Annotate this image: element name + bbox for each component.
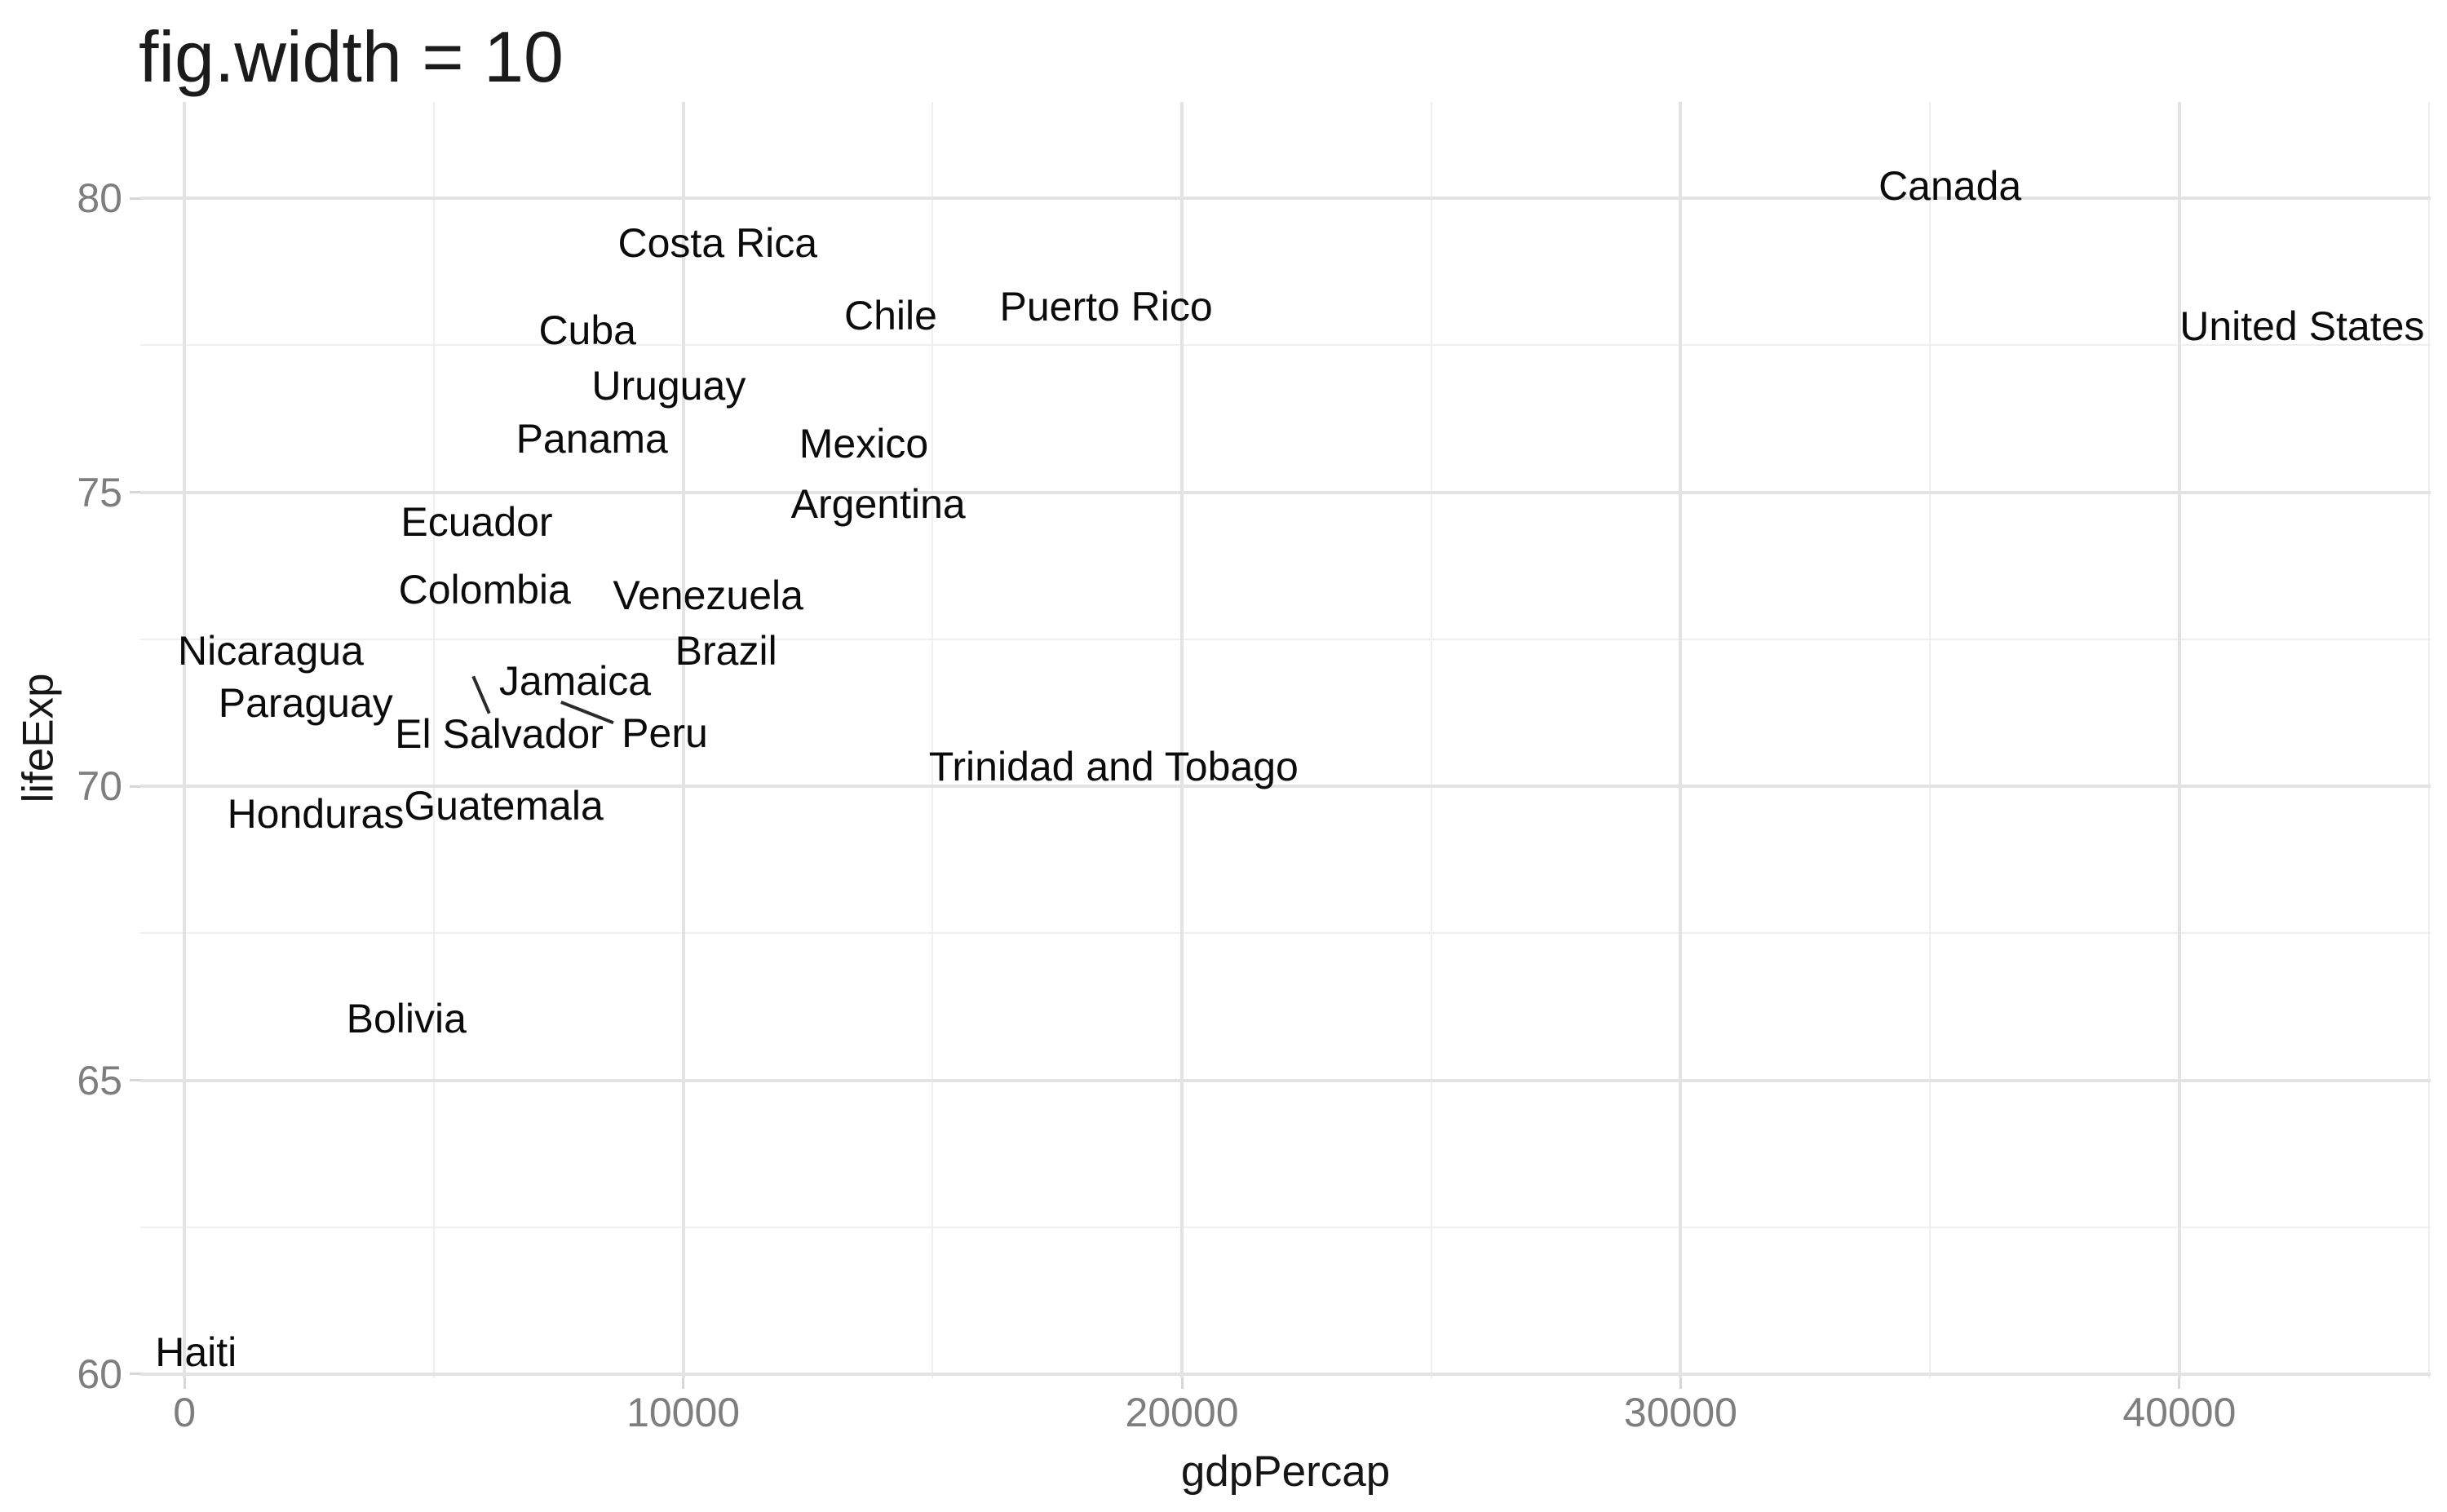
country-label: Cuba [538,307,636,353]
x-axis-tick [682,1378,685,1389]
x-axis-tick-label: 20000 [1125,1390,1239,1435]
country-label: Trinidad and Tobago [928,744,1299,790]
x-axis-tick-label: 30000 [1623,1390,1737,1435]
x-minor-gridline [1430,102,1432,1378]
country-label: Brazil [675,628,777,674]
x-minor-gridline [1929,102,1931,1378]
country-label: Guatemala [404,782,604,829]
y-axis-tick-label: 80 [77,175,122,222]
y-major-gridline [140,1078,2431,1082]
y-axis-tick [130,1079,140,1082]
country-label: Colombia [398,566,571,612]
y-major-gridline [140,785,2431,789]
x-major-gridline [1180,102,1184,1378]
y-axis-tick [130,491,140,494]
leader-segment [560,701,614,725]
y-minor-gridline [140,344,2431,347]
country-label: Ecuador [400,498,553,545]
x-axis-title: gdpPercap [1180,1448,1391,1496]
y-axis-title: lifeExp [14,673,63,803]
x-axis-tick-label: 40000 [2122,1390,2237,1435]
x-axis-tick [1679,1378,1682,1389]
x-major-gridline [2177,102,2181,1378]
y-minor-gridline [140,1226,2431,1228]
country-label: Panama [516,416,668,462]
y-major-gridline [140,197,2431,201]
country-label: Bolivia [346,995,467,1041]
x-axis-tick [2178,1378,2181,1389]
country-label: Puerto Rico [999,283,1213,329]
leader-segment [471,675,491,714]
y-axis-tick [130,1373,140,1376]
country-label: Paraguay [218,679,393,726]
y-axis-tick [130,197,140,200]
country-label: Honduras [227,790,405,837]
country-label: Mexico [799,420,929,466]
y-minor-gridline [140,932,2431,935]
country-label: Argentina [790,481,966,528]
y-axis-tick [130,785,140,788]
country-label: Venezuela [613,572,803,618]
y-axis-tick-label: 65 [77,1057,122,1103]
plot-panel: Canada Costa Rica Puerto Rico Chile United S… [140,102,2431,1378]
country-label: Haiti [155,1329,237,1376]
x-axis-tick-label: 10000 [626,1390,741,1435]
y-major-gridline [140,1372,2431,1376]
country-label: Peru [622,710,708,757]
country-label: Nicaragua [177,628,364,674]
x-axis-tick [1180,1378,1184,1389]
leader-segments-layer [471,675,614,725]
country-label: Costa Rica [617,220,818,266]
x-major-gridline [183,102,187,1378]
country-label: Jamaica [498,658,652,705]
y-axis-tick-label: 75 [77,469,122,515]
country-label: Chile [843,292,937,338]
x-minor-gridline [2427,102,2430,1378]
y-major-gridline [140,490,2431,494]
x-minor-gridline [931,102,934,1378]
y-axis-tick-label: 70 [77,763,122,810]
x-major-gridline [1679,102,1683,1378]
x-axis-tick-label: 0 [173,1390,197,1435]
x-major-gridline [681,102,685,1378]
plot-title: fig.width = 10 [139,16,564,97]
country-label: El Salvador [395,710,604,757]
country-label: United States [2179,303,2425,349]
country-label: Canada [1878,163,2022,210]
country-label: Uruguay [591,363,746,409]
x-axis-tick [183,1378,186,1389]
y-axis-tick-label: 60 [77,1351,122,1397]
x-minor-gridline [432,102,435,1378]
y-minor-gridline [140,638,2431,640]
